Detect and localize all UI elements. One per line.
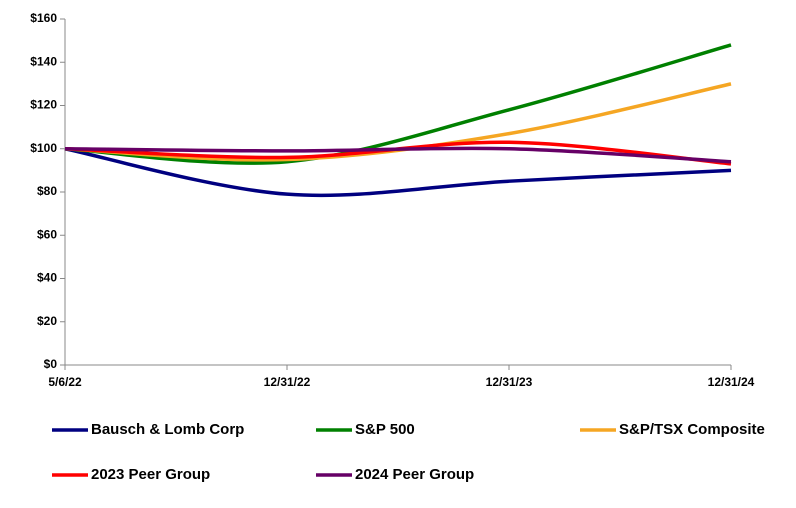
y-tick-label: $20 (37, 314, 57, 328)
x-tick-label: 12/31/22 (264, 375, 311, 389)
series-line (64, 140, 732, 166)
y-tick-label: $100 (30, 141, 57, 155)
x-tick-label: 12/31/24 (708, 375, 755, 389)
y-tick-label: $40 (37, 271, 57, 285)
series-line (64, 43, 732, 165)
y-tick-label: $60 (37, 227, 57, 241)
legend-label: 2024 Peer Group (355, 466, 474, 483)
y-tick-label: $80 (37, 184, 57, 198)
x-tick-label: 12/31/23 (486, 375, 533, 389)
legend-label: S&P/TSX Composite (619, 421, 765, 438)
legend-label: Bausch & Lomb Corp (91, 421, 244, 438)
series-line (64, 147, 732, 198)
y-tick-label: $140 (30, 54, 57, 68)
series-line (64, 146, 732, 164)
legend-label: 2023 Peer Group (91, 466, 210, 483)
y-tick-label: $160 (30, 11, 57, 25)
y-tick-label: $120 (30, 98, 57, 112)
y-tick-label: $0 (44, 357, 58, 371)
x-tick-label: 5/6/22 (48, 375, 82, 389)
legend-label: S&P 500 (355, 421, 415, 438)
